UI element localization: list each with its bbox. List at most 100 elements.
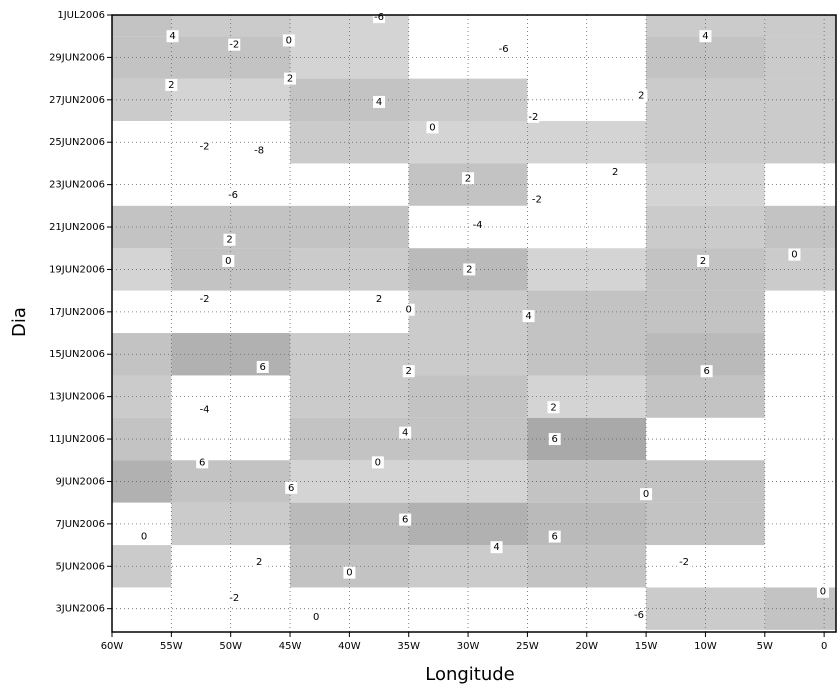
field-cell bbox=[646, 545, 765, 588]
field-cell bbox=[112, 36, 172, 79]
contour-label-box bbox=[198, 293, 211, 306]
field-cell bbox=[527, 587, 647, 630]
contour-label-box bbox=[310, 611, 323, 624]
field-cell bbox=[527, 333, 647, 376]
contour-label: -6 bbox=[499, 44, 509, 55]
contour-label: -4 bbox=[200, 404, 210, 415]
contour-label: 4 bbox=[702, 31, 708, 42]
contour-label: 0 bbox=[429, 122, 435, 133]
contour-label-box bbox=[256, 360, 269, 373]
contour-label-box bbox=[816, 585, 829, 598]
contour-label: 0 bbox=[286, 35, 292, 46]
contour-label-box bbox=[399, 426, 412, 439]
contour-label-box bbox=[471, 218, 484, 231]
x-tick-label: 55W bbox=[160, 641, 183, 652]
field-cell bbox=[646, 36, 765, 79]
y-tick-label: 15JUN2006 bbox=[49, 349, 105, 360]
field-cell bbox=[112, 15, 172, 37]
contour-labels: 4 0 -2 -6 -6 4 2 2 4 0 -2 2 -8 -2 2 -2 2 -6 -4 2 0 2 2 0 -2 2 0 4 6 2… bbox=[138, 11, 829, 624]
contour-label: 6 bbox=[402, 515, 408, 526]
y-tick-label: 3JUN2006 bbox=[55, 604, 105, 615]
contour-label-box bbox=[548, 530, 561, 543]
field-cell bbox=[646, 248, 765, 291]
x-tick-label: 0 bbox=[821, 641, 827, 652]
contour-label-box bbox=[463, 263, 476, 276]
contour-label-box bbox=[700, 365, 713, 378]
contour-label: -2 bbox=[679, 557, 689, 568]
contour-label-box bbox=[497, 42, 510, 55]
contour-label-box bbox=[527, 110, 540, 123]
contour-label-box bbox=[522, 310, 535, 323]
contour-label-box bbox=[253, 144, 266, 157]
contour-label-box bbox=[373, 95, 386, 108]
contour-label-box bbox=[165, 78, 178, 91]
contour-label-box bbox=[530, 193, 543, 206]
contour-label: 0 bbox=[820, 587, 826, 598]
contour-label-box bbox=[462, 172, 475, 185]
contour-label: 6 bbox=[288, 483, 294, 494]
field-cell bbox=[290, 248, 409, 291]
contour-label: 2 bbox=[256, 557, 262, 568]
x-tick-label: 45W bbox=[279, 641, 302, 652]
contour-label-box bbox=[609, 165, 622, 178]
field-cell bbox=[171, 545, 291, 588]
field-cell bbox=[171, 121, 291, 164]
field-cell bbox=[646, 121, 765, 164]
field-cell bbox=[112, 248, 172, 291]
contour-label-box bbox=[699, 30, 712, 43]
contour-label: -6 bbox=[634, 610, 644, 621]
contour-label-box bbox=[373, 293, 386, 306]
contour-label-box bbox=[138, 530, 151, 543]
contour-label: 2 bbox=[550, 402, 556, 413]
contour-label-box bbox=[228, 38, 241, 51]
y-tick-label: 11JUN2006 bbox=[49, 434, 105, 445]
contour-label: 0 bbox=[643, 489, 649, 500]
field-cell bbox=[527, 375, 647, 418]
contour-label: -2 bbox=[528, 112, 538, 123]
contour-label: 2 bbox=[168, 80, 174, 91]
field-cell bbox=[646, 375, 765, 418]
y-tick-label: 13JUN2006 bbox=[49, 392, 105, 403]
contour-label: -4 bbox=[473, 220, 483, 231]
field-cell bbox=[112, 375, 172, 418]
x-tick-label: 60W bbox=[101, 641, 124, 652]
contour-label: 0 bbox=[225, 256, 231, 267]
contour-label-box bbox=[343, 566, 356, 579]
contour-label: 0 bbox=[791, 250, 797, 261]
contour-label: 2 bbox=[466, 264, 472, 275]
contour-label-box bbox=[285, 481, 298, 494]
contour-label-box bbox=[632, 609, 645, 622]
contour-label: 4 bbox=[493, 542, 499, 553]
field-cell bbox=[112, 78, 172, 122]
contour-label: 2 bbox=[700, 256, 706, 267]
contour-label: 0 bbox=[141, 532, 147, 543]
y-tick-label: 21JUN2006 bbox=[49, 222, 105, 233]
field-cell bbox=[112, 290, 172, 334]
contour-label: 6 bbox=[260, 362, 266, 373]
field-cell bbox=[112, 417, 172, 461]
contour-label: 6 bbox=[552, 434, 558, 445]
x-tick-label: 25W bbox=[516, 641, 539, 652]
contour-label-box bbox=[635, 89, 648, 102]
contour-label-box bbox=[788, 248, 801, 261]
contour-label-box bbox=[284, 72, 297, 85]
field-cell bbox=[171, 333, 291, 376]
contour-label-box bbox=[678, 556, 691, 569]
contour-label-box bbox=[198, 403, 211, 416]
y-tick-label: 1JUL2006 bbox=[57, 10, 105, 21]
field-cell bbox=[112, 121, 172, 164]
x-tick-label: 20W bbox=[575, 641, 598, 652]
field-cell bbox=[646, 15, 765, 37]
field-cell bbox=[646, 587, 765, 630]
y-tick-label: 19JUN2006 bbox=[49, 264, 105, 275]
contour-label: 6 bbox=[552, 532, 558, 543]
contour-label: 4 bbox=[169, 31, 175, 42]
contour-label-box bbox=[227, 189, 240, 202]
contour-label-box bbox=[490, 541, 503, 554]
y-tick-label: 25JUN2006 bbox=[49, 137, 105, 148]
contour-label: 6 bbox=[199, 457, 205, 468]
contour-label-box bbox=[399, 513, 412, 526]
contour-label-box bbox=[402, 365, 415, 378]
x-tick-label: 50W bbox=[219, 641, 242, 652]
